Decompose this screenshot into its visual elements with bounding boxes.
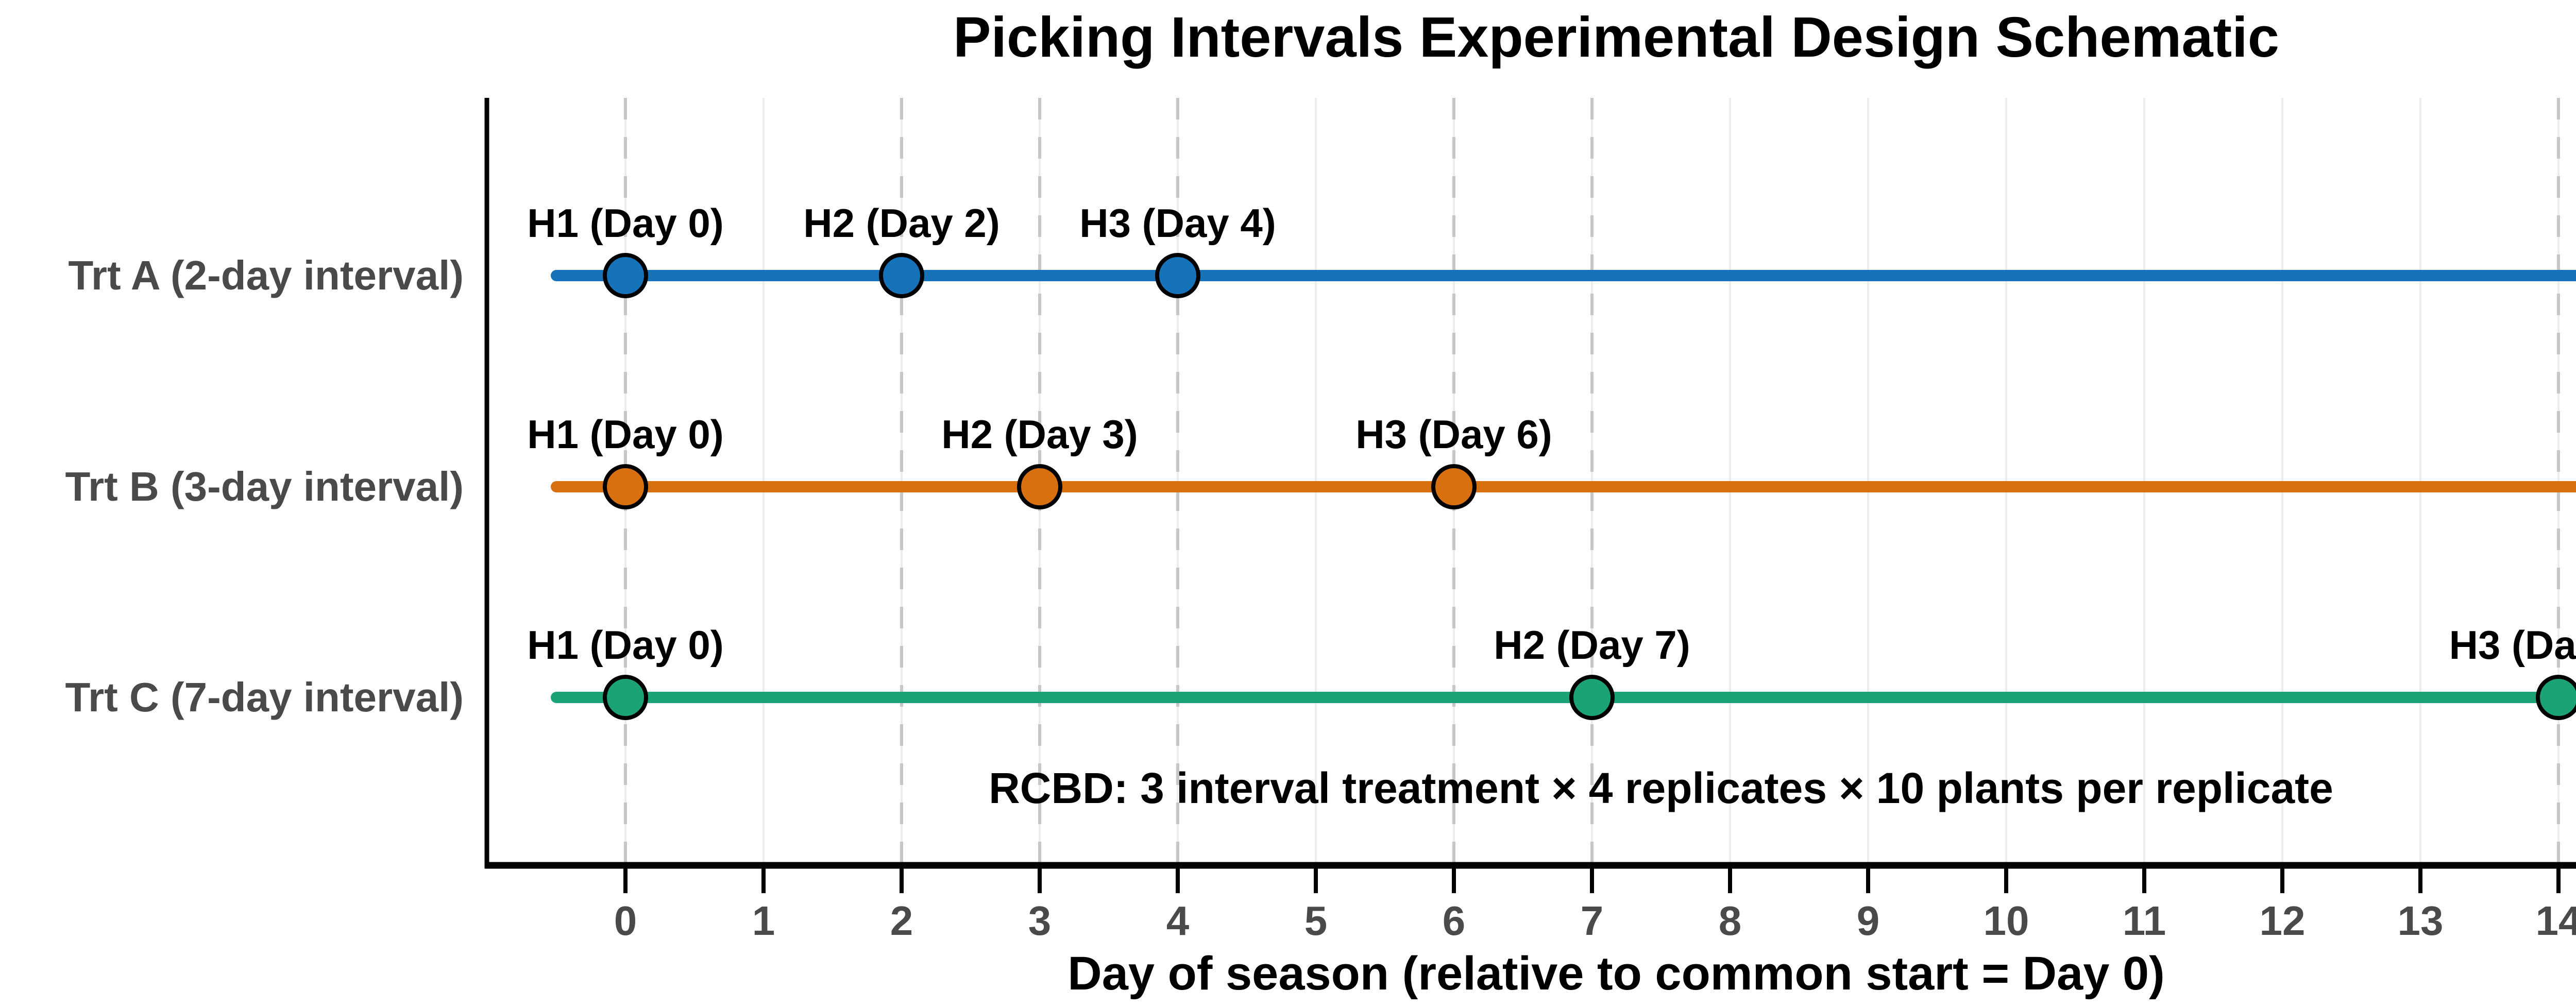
harvest-point: [2536, 675, 2576, 720]
x-tick-label: 0: [614, 898, 637, 944]
harvest-point-label: H1 (Day 0): [527, 200, 724, 246]
x-tick-label: 10: [1983, 898, 2029, 944]
harvest-point-label: H2 (Day 3): [941, 412, 1138, 457]
harvest-point-label: H3 (Day 6): [1355, 412, 1552, 457]
x-tick-label: 9: [1856, 898, 1880, 944]
harvest-point-label: H1 (Day 0): [527, 412, 724, 457]
design-annotation: RCBD: 3 interval treatment × 4 replicate…: [989, 764, 2333, 812]
harvest-point: [603, 675, 648, 720]
y-axis-label-trt-c: Trt C (7-day interval): [65, 674, 464, 720]
harvest-point-label: H3 (Day 4): [1079, 200, 1276, 246]
harvest-point: [603, 464, 648, 509]
x-tick-label: 11: [2122, 898, 2166, 944]
harvest-point: [1155, 253, 1200, 298]
x-tick-label: 6: [1442, 898, 1466, 944]
harvest-point: [879, 253, 924, 298]
harvest-point: [1569, 675, 1615, 720]
x-tick-label: 5: [1304, 898, 1328, 944]
harvest-point-label: H3 (Day 14): [2449, 622, 2576, 668]
y-axis-label-trt-a: Trt A (2-day interval): [68, 252, 464, 298]
x-tick-label: 2: [890, 898, 913, 944]
x-tick-label: 12: [2259, 898, 2306, 944]
x-tick-label: 7: [1580, 898, 1604, 944]
harvest-point-label: H2 (Day 7): [1494, 622, 1690, 668]
harvest-point: [1431, 464, 1477, 509]
harvest-point: [603, 253, 648, 298]
x-axis-title: Day of season (relative to common start …: [1067, 947, 2165, 1000]
harvest-point-label: H2 (Day 2): [803, 200, 1000, 246]
harvest-point: [1017, 464, 1062, 509]
chart-title: Picking Intervals Experimental Design Sc…: [953, 6, 2279, 69]
y-axis-label-trt-b: Trt B (3-day interval): [65, 464, 464, 509]
x-tick-label: 13: [2397, 898, 2444, 944]
x-tick-label: 4: [1166, 898, 1190, 944]
harvest-point-label: H1 (Day 0): [527, 622, 724, 668]
x-tick-label: 1: [752, 898, 775, 944]
x-tick-label: 8: [1718, 898, 1742, 944]
x-tick-label: 14: [2535, 898, 2576, 944]
x-tick-label: 3: [1028, 898, 1052, 944]
